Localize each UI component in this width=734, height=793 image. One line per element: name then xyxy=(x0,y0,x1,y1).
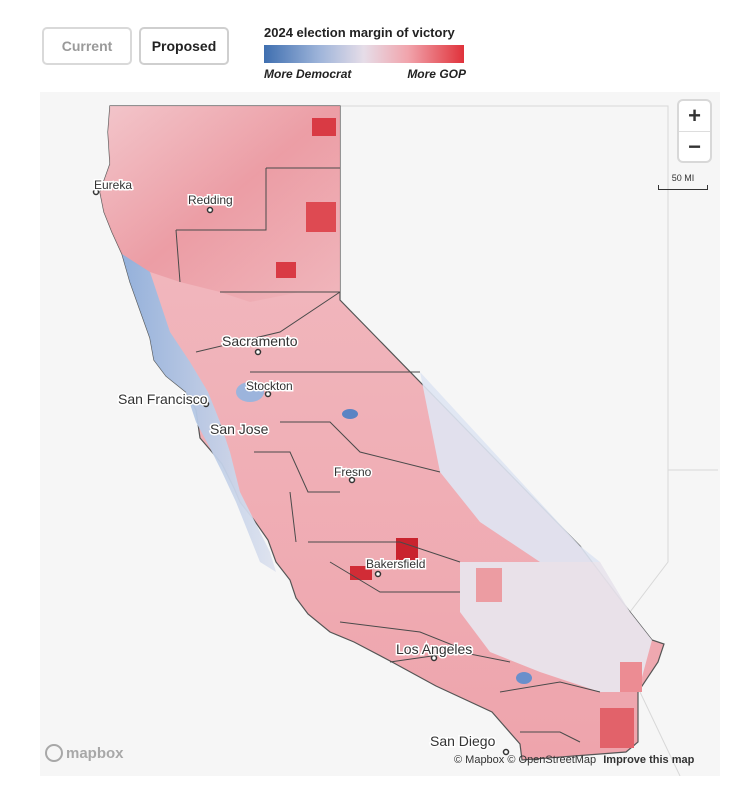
hotspot-kings xyxy=(396,538,418,560)
legend-color-ramp xyxy=(264,45,464,63)
hotspot-imperial xyxy=(600,708,634,748)
city-dot-stockton xyxy=(264,390,272,398)
district-boundaries xyxy=(175,167,601,743)
city-label-san-diego: San Diego xyxy=(430,733,496,749)
city-dot-san-jose xyxy=(216,424,224,432)
north-region-fill xyxy=(100,106,340,302)
mapbox-logo-icon xyxy=(45,744,63,762)
city-dot-bakersfield xyxy=(374,570,382,578)
proposed-toggle-button[interactable]: Proposed xyxy=(139,27,229,65)
scale-label: 50 MI xyxy=(671,173,695,183)
state-border-nevada xyxy=(340,105,718,471)
hotspot-mojave xyxy=(476,568,502,602)
city-label-fresno: Fresno xyxy=(334,465,372,479)
city-dot-sacramento xyxy=(254,348,262,356)
scale-bar-line xyxy=(658,185,708,190)
city-dot-san-francisco xyxy=(202,400,210,408)
city-label-los-angeles: Los Angeles xyxy=(396,641,472,657)
blue-pocket-mariposa xyxy=(342,409,358,419)
scale-bar: 50 MI xyxy=(658,173,708,190)
california-map[interactable]: Eureka Redding Sacramento Stockton San F… xyxy=(40,92,720,776)
eastern-desert-fill xyxy=(420,372,600,562)
map-canvas[interactable]: Eureka Redding Sacramento Stockton San F… xyxy=(40,92,720,776)
city-label-stockton: Stockton xyxy=(246,379,293,393)
blue-pocket-bay-area xyxy=(236,382,264,402)
city-label-eureka: Eureka xyxy=(94,178,132,192)
coast-blue-fill xyxy=(122,254,276,572)
map-attribution: © Mapbox © OpenStreetMap Improve this ma… xyxy=(454,754,694,766)
zoom-control: + − xyxy=(679,101,710,161)
mapbox-logo[interactable]: mapbox xyxy=(45,744,124,762)
city-dot-eureka xyxy=(92,188,100,196)
attribution-text[interactable]: © Mapbox © OpenStreetMap xyxy=(454,754,597,766)
city-label-sacramento: Sacramento xyxy=(222,333,298,349)
city-label-redding: Redding xyxy=(188,193,233,207)
hotspot-lassen xyxy=(306,202,336,232)
hotspot-modoc xyxy=(312,118,336,136)
hotspot-sierra xyxy=(276,262,296,278)
zoom-in-button[interactable]: + xyxy=(679,101,710,132)
mojave-desert-fill xyxy=(460,562,652,692)
city-dot-redding xyxy=(206,206,214,214)
city-dot-san-diego xyxy=(502,748,510,756)
current-toggle-button[interactable]: Current xyxy=(42,27,132,65)
city-label-bakersfield: Bakersfield xyxy=(366,557,425,571)
legend-title: 2024 election margin of victory xyxy=(264,25,455,40)
zoom-out-button[interactable]: − xyxy=(688,134,701,159)
mapbox-logo-text: mapbox xyxy=(66,744,124,762)
city-label-san-francisco: San Francisco xyxy=(118,391,208,407)
city-label-san-jose: San Jose xyxy=(210,421,269,437)
legend-right-label: More GOP xyxy=(407,67,466,81)
legend-left-label: More Democrat xyxy=(264,67,352,81)
hotspot-kern xyxy=(350,566,372,580)
legend-labels: More Democrat More GOP xyxy=(264,67,466,81)
blue-pocket-riverside xyxy=(516,672,532,684)
city-dot-los-angeles xyxy=(430,654,438,662)
improve-map-link[interactable]: Improve this map xyxy=(603,754,695,766)
hotspot-riverside xyxy=(620,662,642,692)
margin-legend: 2024 election margin of victory More Dem… xyxy=(264,25,466,81)
city-dot-fresno xyxy=(348,476,356,484)
